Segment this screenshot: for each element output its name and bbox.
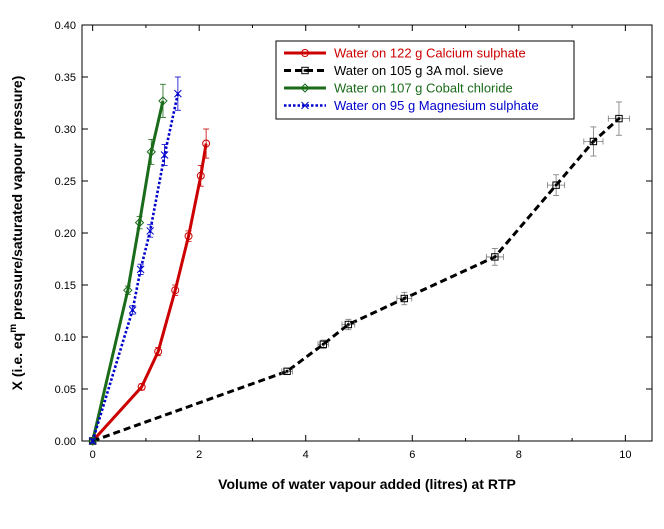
legend-label: Water on 105 g 3A mol. sieve xyxy=(334,63,503,78)
legend-label: Water on 107 g Cobalt chloride xyxy=(334,81,513,96)
data-point xyxy=(88,437,97,445)
y-tick-label: 0.00 xyxy=(55,436,76,448)
legend: Water on 122 g Calcium sulphate Water on … xyxy=(275,40,575,120)
data-point xyxy=(552,181,560,189)
data-point xyxy=(400,294,408,303)
series-3 xyxy=(88,76,182,445)
data-point xyxy=(589,137,598,146)
data-point xyxy=(344,320,353,329)
series-2 xyxy=(87,83,168,446)
data-point xyxy=(319,340,328,348)
data-point-fill xyxy=(402,297,406,300)
y-tick-label: 0.05 xyxy=(55,384,76,396)
data-point xyxy=(137,382,146,391)
data-point xyxy=(160,151,169,159)
y-axis-label: X (i.e. eqm pressure/saturated vapour pr… xyxy=(8,76,25,391)
series-line xyxy=(91,143,208,443)
data-point xyxy=(491,253,499,261)
data-point-fill xyxy=(322,342,325,346)
data-point xyxy=(123,285,133,295)
x-tick-label: 4 xyxy=(303,449,309,461)
data-point-fill xyxy=(285,370,289,373)
data-point xyxy=(128,306,137,314)
data-point-fill xyxy=(303,69,307,72)
data-point xyxy=(87,436,98,446)
series-layer xyxy=(87,76,631,446)
data-point xyxy=(134,217,145,228)
data-point-fill xyxy=(617,117,621,120)
data-point xyxy=(136,265,145,274)
data-point xyxy=(283,367,291,376)
series-line xyxy=(91,100,165,442)
x-tick-label: 0 xyxy=(90,449,96,461)
data-point xyxy=(615,114,623,123)
series-0 xyxy=(88,128,211,445)
data-point-fill xyxy=(493,255,497,259)
y-tick-label: 0.35 xyxy=(55,72,76,84)
axis-ticks: 0 2 4 6 8 10 0.00 0.05 0.10 0.15 0.20 0.25 0.30 0.35 0… xyxy=(55,20,652,461)
data-point xyxy=(300,83,310,93)
series-line xyxy=(92,117,620,443)
data-point xyxy=(301,101,309,110)
data-point-fill xyxy=(347,323,350,326)
y-tick-label: 0.30 xyxy=(55,124,76,136)
x-axis-label: Volume of water vapour added (litres) at… xyxy=(218,476,516,492)
y-tick-label: 0.20 xyxy=(55,228,76,240)
data-point xyxy=(146,227,155,235)
x-tick-label: 8 xyxy=(516,449,522,461)
data-point xyxy=(301,49,309,57)
data-point xyxy=(146,147,156,157)
y-tick-label: 0.40 xyxy=(55,20,76,32)
x-tick-label: 10 xyxy=(619,449,631,461)
legend-label: Water on 95 g Magnesium sulphate xyxy=(334,98,539,113)
x-tick-label: 6 xyxy=(409,449,415,461)
y-tick-label: 0.10 xyxy=(55,332,76,344)
data-point xyxy=(158,96,168,106)
series-line xyxy=(91,93,180,442)
data-point-fill xyxy=(554,183,558,187)
data-point-fill xyxy=(592,140,595,143)
data-point xyxy=(174,89,182,98)
series-1 xyxy=(88,101,631,445)
data-point xyxy=(301,66,309,75)
data-point xyxy=(202,139,211,148)
x-tick-label: 2 xyxy=(196,449,202,461)
data-point xyxy=(196,171,205,180)
legend-label: Water on 122 g Calcium sulphate xyxy=(334,46,526,61)
y-tick-label: 0.15 xyxy=(55,280,76,292)
y-tick-label: 0.25 xyxy=(55,176,76,188)
data-point xyxy=(154,347,163,356)
data-point xyxy=(171,286,180,295)
data-point xyxy=(184,232,193,241)
